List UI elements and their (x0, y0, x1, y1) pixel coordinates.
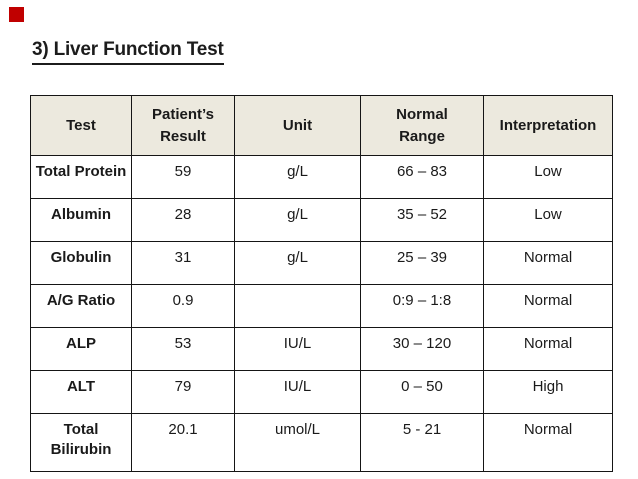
cell-range: 66 – 83 (360, 155, 484, 199)
cell-unit: IU/L (234, 327, 361, 371)
table-row-globulin: Globulin 31 g/L 25 – 39 Normal (30, 241, 613, 285)
cell-result: 53 (131, 327, 235, 371)
cell-interpretation: Low (483, 155, 613, 199)
cell-range: 0:9 – 1:8 (360, 284, 484, 328)
column-header-interpretation-label: Interpretation (499, 116, 597, 134)
cell-test: Albumin (30, 198, 132, 242)
cell-interpretation: Normal (483, 284, 613, 328)
table-row-alt: ALT 79 IU/L 0 – 50 High (30, 370, 613, 414)
cell-test: Total Protein (30, 155, 132, 199)
cell-range: 30 – 120 (360, 327, 484, 371)
cell-result: 59 (131, 155, 235, 199)
cell-result: 20.1 (131, 413, 235, 472)
column-header-patients-result: Patient’s Result (131, 95, 235, 156)
cell-unit: IU/L (234, 370, 361, 414)
cell-test: ALT (30, 370, 132, 414)
cell-test: A/G Ratio (30, 284, 132, 328)
cell-unit: umol/L (234, 413, 361, 472)
cell-result: 28 (131, 198, 235, 242)
table-row-ag-ratio: A/G Ratio 0.9 0:9 – 1:8 Normal (30, 284, 613, 328)
cell-interpretation: Normal (483, 413, 613, 472)
column-header-normal-range: Normal Range (360, 95, 484, 156)
cell-result: 31 (131, 241, 235, 285)
cell-unit: g/L (234, 241, 361, 285)
table-header-row: Test Patient’s Result Unit Normal Range … (30, 95, 613, 156)
table-row-albumin: Albumin 28 g/L 35 – 52 Low (30, 198, 613, 242)
cell-test: Globulin (30, 241, 132, 285)
cell-result: 0.9 (131, 284, 235, 328)
column-header-test: Test (30, 95, 132, 156)
column-header-unit-label: Unit (282, 116, 313, 134)
cell-test: Total Bilirubin (30, 413, 132, 472)
cell-range: 35 – 52 (360, 198, 484, 242)
table-row-alp: ALP 53 IU/L 30 – 120 Normal (30, 327, 613, 371)
cell-range: 0 – 50 (360, 370, 484, 414)
page-title: 3) Liver Function Test (32, 39, 224, 65)
column-header-normal-range-label: Normal Range (396, 105, 448, 145)
cell-interpretation: High (483, 370, 613, 414)
cell-interpretation: Normal (483, 327, 613, 371)
cell-result: 79 (131, 370, 235, 414)
cell-interpretation: Low (483, 198, 613, 242)
liver-function-table: Test Patient’s Result Unit Normal Range … (30, 95, 613, 472)
cell-range: 25 – 39 (360, 241, 484, 285)
cell-unit (234, 284, 361, 328)
column-header-interpretation: Interpretation (483, 95, 613, 156)
cell-range: 5 - 21 (360, 413, 484, 472)
column-header-test-label: Test (66, 116, 96, 134)
cell-unit: g/L (234, 155, 361, 199)
column-header-patients-result-label: Patient’s Result (152, 105, 214, 145)
red-square-marker (9, 7, 24, 22)
cell-unit: g/L (234, 198, 361, 242)
table-row-total-bilirubin: Total Bilirubin 20.1 umol/L 5 - 21 Norma… (30, 413, 613, 472)
cell-interpretation: Normal (483, 241, 613, 285)
column-header-unit: Unit (234, 95, 361, 156)
cell-test: ALP (30, 327, 132, 371)
table-row-total-protein: Total Protein 59 g/L 66 – 83 Low (30, 155, 613, 199)
